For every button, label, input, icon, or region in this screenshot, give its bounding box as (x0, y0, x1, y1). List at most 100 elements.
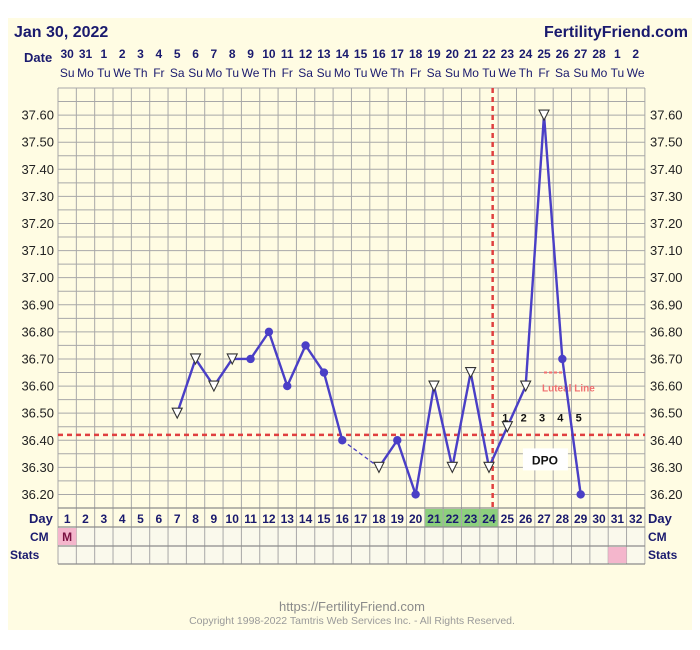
temp-point-filled (558, 354, 567, 364)
cycle-day-number: 16 (336, 512, 350, 526)
temp-point-filled (319, 368, 329, 377)
stats-row-label: Stats (10, 548, 40, 562)
weekday-label: Mo (334, 66, 351, 80)
cm-row-label-right: CM (648, 530, 667, 544)
temp-line-segment (304, 344, 325, 374)
cycle-day-number: 28 (556, 512, 570, 526)
dpo-number: 2 (521, 412, 527, 424)
temp-point-filled (301, 341, 310, 350)
stats-row-label-right: Stats (648, 548, 678, 562)
cycle-day-number: 14 (299, 512, 313, 526)
date-label: 31 (79, 47, 93, 61)
date-label: 8 (229, 47, 236, 61)
cycle-day-number: 3 (101, 512, 108, 526)
date-label: 19 (427, 47, 441, 61)
weekday-label: Tu (482, 66, 496, 80)
y-tick-right: 36.80 (650, 324, 683, 339)
date-label: 1 (101, 47, 108, 61)
temperature-markers (171, 109, 585, 499)
weekday-label: Mo (206, 66, 223, 80)
temp-point-open (446, 461, 459, 474)
weekday-label: Th (134, 66, 148, 80)
temp-line-segment (341, 439, 380, 468)
weekday-label: Su (445, 66, 460, 80)
date-label: 5 (174, 47, 181, 61)
weekday-label: We (498, 66, 516, 80)
cycle-day-number: 15 (317, 512, 331, 526)
temperature-series (176, 115, 582, 495)
cycle-day-number: 30 (592, 512, 606, 526)
y-axis-left: 37.60 37.50 37.40 37.30 37.20 37.10 37.00 36.90… (21, 108, 54, 502)
y-tick-right: 37.00 (650, 270, 683, 285)
cm-cell (58, 528, 77, 545)
footer-copyright: Copyright 1998-2022 Tamtris Web Services… (189, 615, 515, 627)
footer-url[interactable]: https://FertilityFriend.com (279, 599, 425, 614)
date-label: 4 (156, 47, 163, 61)
stats-cell (608, 547, 627, 563)
dpo-number: 3 (539, 412, 545, 424)
y-tick-right: 37.20 (650, 216, 683, 231)
brand-title: FertilityFriend.com (544, 24, 688, 41)
y-tick-right: 36.70 (650, 351, 683, 366)
date-label: 20 (446, 47, 460, 61)
cycle-day-number: 10 (226, 512, 240, 526)
cycle-day-number: 32 (629, 512, 643, 526)
temp-point-filled (264, 327, 274, 337)
y-tick-left: 37.00 (21, 270, 54, 285)
dpo-label: DPO (532, 453, 558, 467)
y-tick-right: 37.40 (650, 162, 683, 177)
temp-line-segment (487, 426, 509, 468)
temp-point-filled (576, 490, 585, 499)
temp-point-open (226, 353, 239, 366)
temp-line-segment (322, 372, 344, 441)
date-label: 16 (372, 47, 386, 61)
y-tick-left: 37.40 (21, 162, 54, 177)
cycle-day-number: 26 (519, 512, 533, 526)
weekday-label: Fr (153, 66, 164, 80)
cycle-day-number: 1 (64, 512, 71, 526)
date-label: 15 (354, 47, 368, 61)
date-label: 26 (556, 47, 570, 61)
cm-row-label: CM (30, 530, 49, 544)
cycle-day-number: 20 (409, 512, 423, 526)
date-label: 2 (119, 47, 126, 61)
weekday-label: Su (60, 66, 75, 80)
y-tick-right: 37.10 (650, 243, 683, 258)
y-tick-left: 37.10 (21, 243, 54, 258)
date-row-label: Date (24, 50, 52, 65)
y-tick-right: 36.60 (650, 379, 683, 394)
date-label: 14 (336, 47, 350, 61)
y-tick-right: 37.60 (650, 108, 683, 123)
temp-line-segment (506, 385, 527, 428)
weekday-label: Tu (354, 66, 368, 80)
y-tick-left: 36.70 (21, 351, 54, 366)
date-label: 18 (409, 47, 423, 61)
cycle-day-number: 7 (174, 512, 181, 526)
temp-line-segment (469, 372, 491, 468)
date-label: 22 (482, 47, 496, 61)
chart-date-title: Jan 30, 2022 (14, 24, 108, 41)
fertile-day-highlight (443, 509, 462, 527)
y-tick-left: 37.20 (21, 216, 54, 231)
date-label: 2 (632, 47, 639, 61)
weekday-label: Tu (225, 66, 239, 80)
y-tick-right: 36.90 (650, 297, 683, 312)
weekday-label: We (113, 66, 131, 80)
dpo-number: 1 (502, 412, 508, 424)
cycle-day-number: 25 (501, 512, 515, 526)
temp-point-open (483, 461, 495, 474)
temp-point-open (428, 380, 440, 393)
weekday-label: Th (519, 66, 533, 80)
cycle-day-number: 27 (537, 512, 551, 526)
weekday-label: Sa (170, 66, 185, 80)
date-label: 24 (519, 47, 533, 61)
temp-line-segment (451, 372, 472, 468)
temp-point-open (208, 380, 220, 393)
date-label: 17 (391, 47, 405, 61)
date-row: 30 31 1 2 3 4 5 6 7 8 9 10 11 12 13 14 15 16 17 18 19 20 21 22 2… (60, 47, 639, 61)
weekday-label: Su (573, 66, 588, 80)
temp-line-segment (414, 385, 436, 495)
cycle-day-number: 18 (372, 512, 386, 526)
temp-line-segment (249, 331, 270, 360)
weekday-label: Fr (282, 66, 293, 80)
